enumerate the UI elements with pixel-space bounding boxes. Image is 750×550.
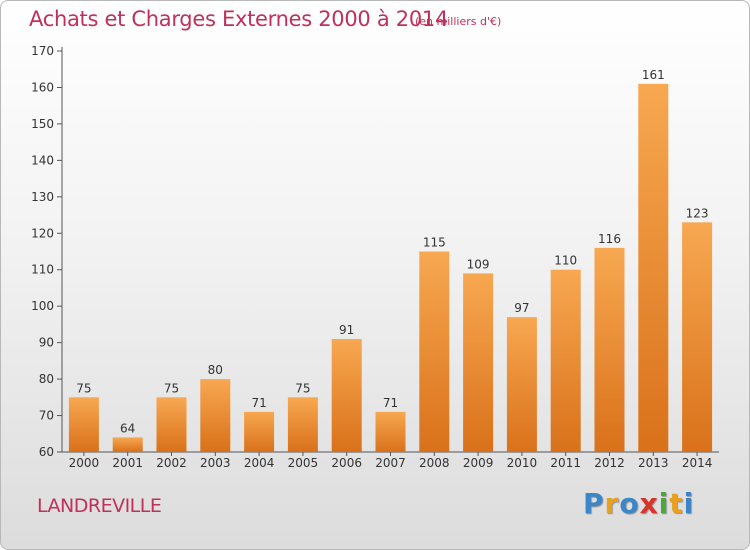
bar-2008 xyxy=(419,251,450,452)
bar-2003 xyxy=(200,379,231,452)
bar-value-label: 123 xyxy=(686,206,709,220)
bar-2000 xyxy=(68,397,99,452)
x-tick-label: 2010 xyxy=(507,456,538,470)
commune-name: LANDREVILLE xyxy=(37,495,162,517)
bar-2009 xyxy=(463,273,494,452)
bar-value-label: 161 xyxy=(642,68,665,82)
bar-value-label: 75 xyxy=(164,381,179,395)
x-tick-label: 2011 xyxy=(550,456,581,470)
chart-title: Achats et Charges Externes 2000 à 2014 xyxy=(29,7,449,31)
logo-letter: r xyxy=(604,487,620,520)
y-tick-label: 150 xyxy=(31,117,54,131)
x-tick-label: 2012 xyxy=(594,456,625,470)
y-tick-label: 100 xyxy=(31,299,54,313)
bar-2002 xyxy=(156,397,187,452)
x-tick-label: 2014 xyxy=(682,456,713,470)
bar-2012 xyxy=(594,247,625,452)
y-tick-label: 140 xyxy=(31,153,54,167)
y-tick-label: 160 xyxy=(31,80,54,94)
logo-letter: P xyxy=(583,487,605,520)
x-tick-label: 2005 xyxy=(288,456,319,470)
logo-letter: i xyxy=(683,487,695,520)
x-tick-label: 2003 xyxy=(200,456,231,470)
bar-value-label: 91 xyxy=(339,323,354,337)
x-tick-label: 2009 xyxy=(463,456,494,470)
bar-value-label: 71 xyxy=(383,396,398,410)
bar-value-label: 80 xyxy=(208,363,223,377)
x-tick-label: 2007 xyxy=(375,456,406,470)
bar-value-label: 109 xyxy=(467,257,490,271)
logo-letter: o xyxy=(619,487,640,520)
y-tick-label: 60 xyxy=(39,445,54,459)
proxiti-logo: Proxiti xyxy=(583,487,694,520)
x-tick-label: 2001 xyxy=(112,456,143,470)
bar-2013 xyxy=(638,83,669,453)
y-tick-label: 70 xyxy=(39,409,54,423)
x-tick-label: 2006 xyxy=(331,456,362,470)
bar-value-label: 75 xyxy=(295,381,310,395)
bar-2001 xyxy=(112,437,143,452)
y-tick-label: 90 xyxy=(39,336,54,350)
bar-value-label: 115 xyxy=(423,236,446,250)
logo-letter: x xyxy=(639,487,659,520)
bar-2007 xyxy=(375,411,406,452)
logo-letter: t xyxy=(669,487,684,520)
x-tick-label: 2004 xyxy=(244,456,275,470)
logo-letter: i xyxy=(658,487,670,520)
y-tick-label: 110 xyxy=(31,263,54,277)
bar-value-label: 71 xyxy=(251,396,266,410)
y-tick-label: 130 xyxy=(31,190,54,204)
bar-value-label: 97 xyxy=(514,301,529,315)
bar-value-label: 64 xyxy=(120,421,135,435)
bar-2005 xyxy=(287,397,318,452)
bar-2011 xyxy=(550,269,581,452)
bar-value-label: 75 xyxy=(76,381,91,395)
chart-subtitle: (en milliers d'€) xyxy=(415,15,502,28)
y-tick-label: 80 xyxy=(39,372,54,386)
bar-2004 xyxy=(244,411,275,452)
y-tick-label: 170 xyxy=(31,44,54,58)
x-tick-label: 2002 xyxy=(156,456,187,470)
y-tick-label: 120 xyxy=(31,226,54,240)
bar-2010 xyxy=(506,317,537,452)
bar-value-label: 110 xyxy=(554,254,577,268)
bar-2014 xyxy=(682,222,713,452)
bar-value-label: 116 xyxy=(598,232,621,246)
x-tick-label: 2008 xyxy=(419,456,450,470)
bar-2006 xyxy=(331,338,362,452)
x-tick-label: 2013 xyxy=(638,456,669,470)
x-tick-label: 2000 xyxy=(69,456,100,470)
